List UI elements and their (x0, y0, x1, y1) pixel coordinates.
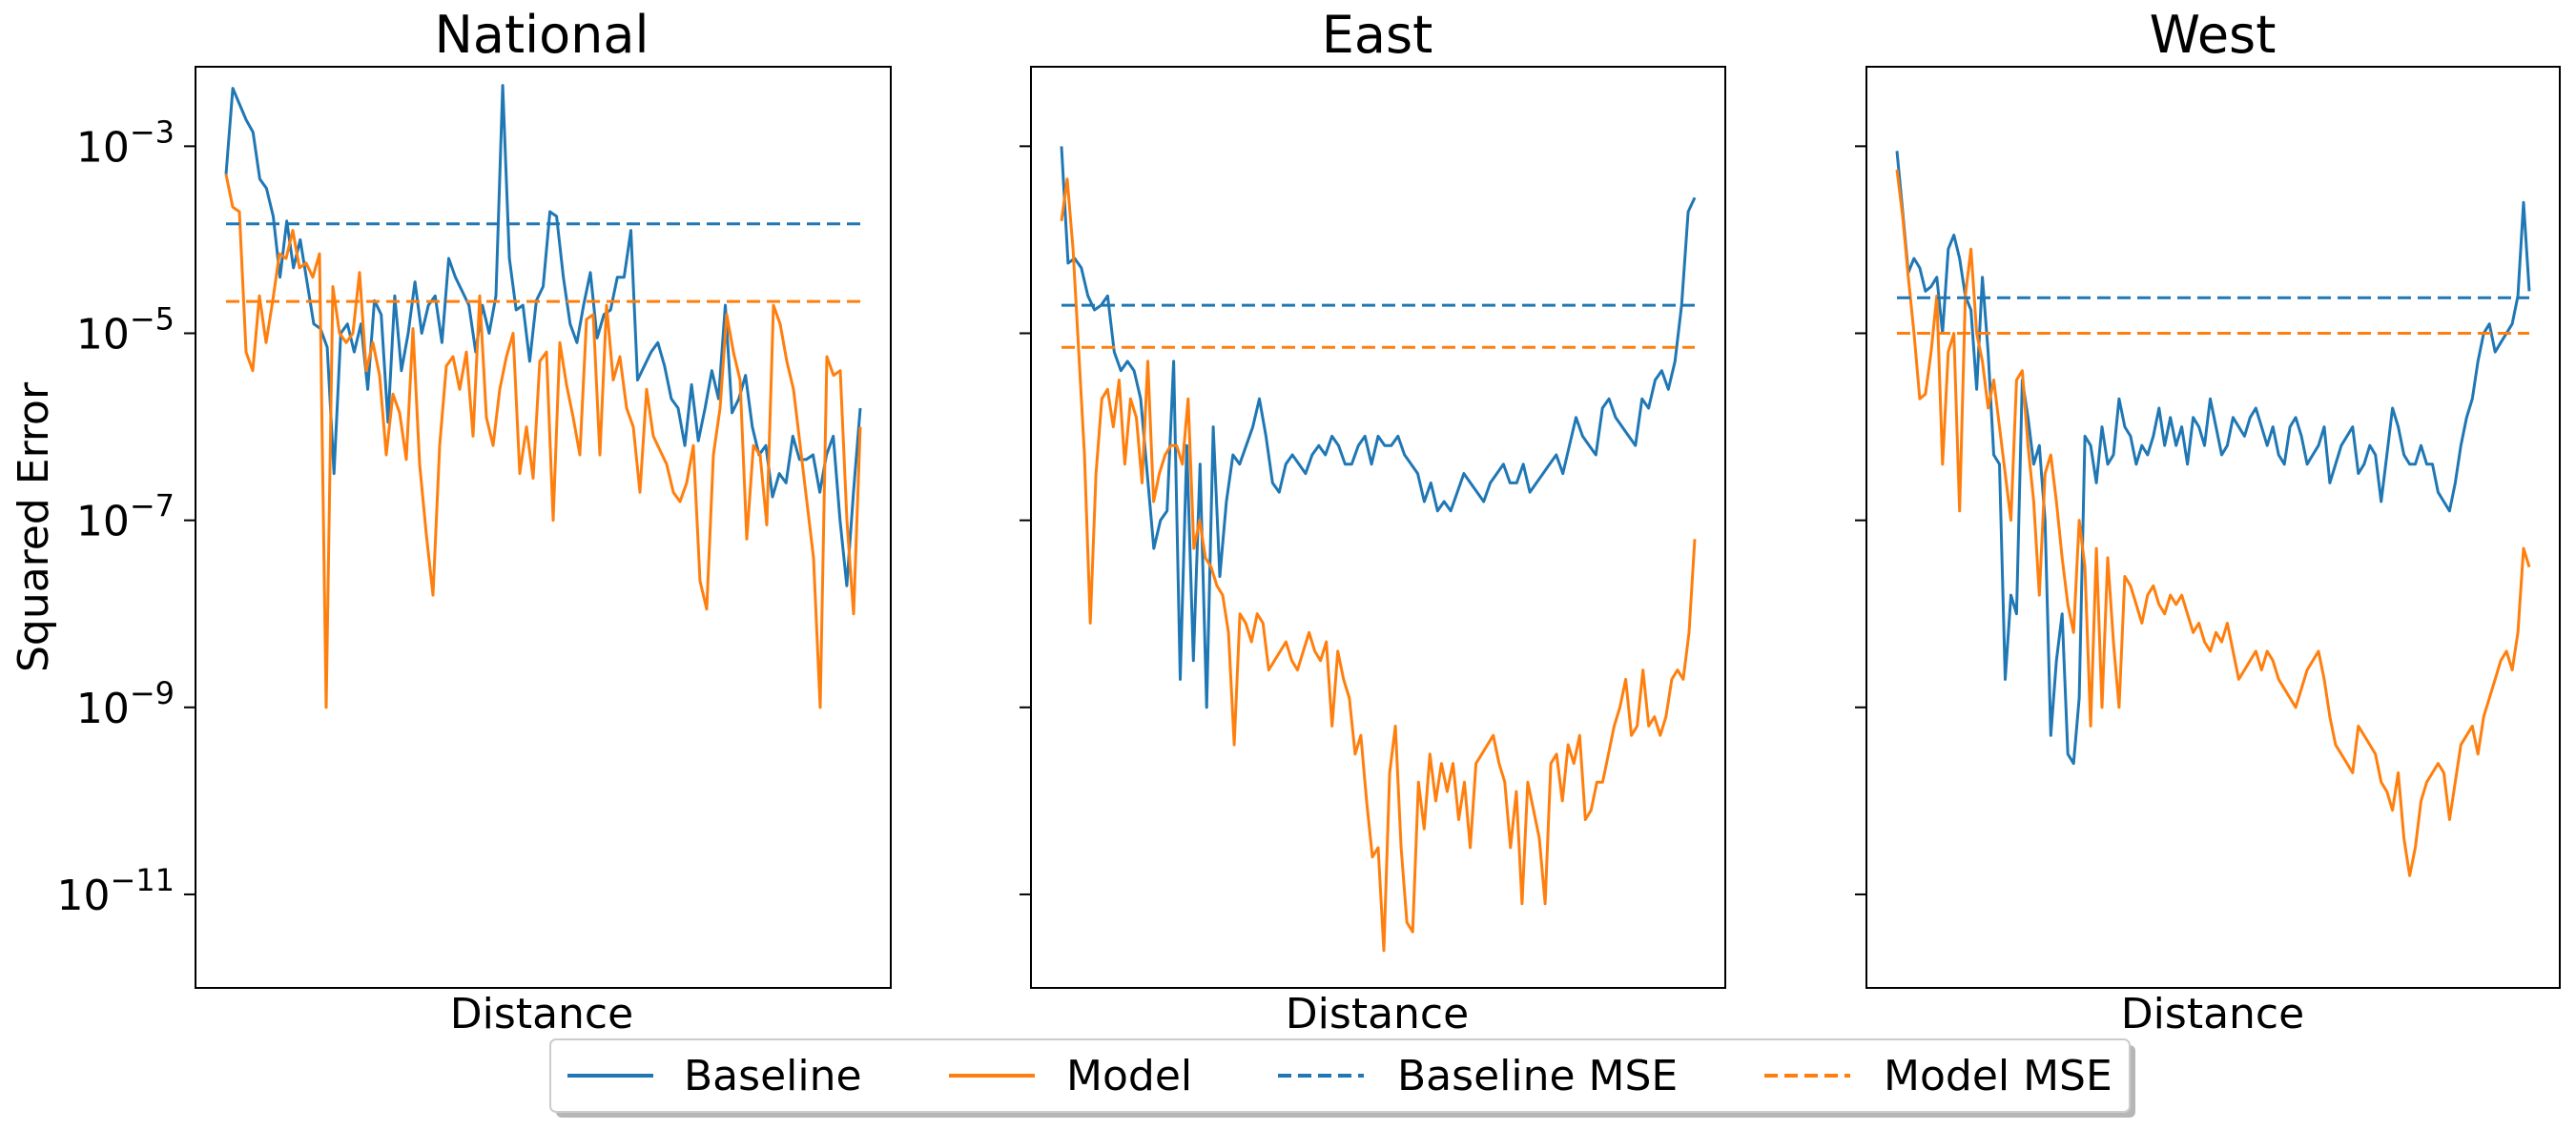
plot-frame-east (1030, 66, 1726, 989)
legend-label-model-mse: Model MSE (1884, 1052, 2112, 1100)
legend-entry-model: Model (949, 1052, 1192, 1100)
y-tick-label: 10−7 (76, 488, 175, 546)
series-line-model-national (224, 174, 862, 709)
panel-east: East Distance (1020, 5, 1726, 1038)
legend: Baseline Model Baseline MSE Model MSE (549, 1038, 2135, 1118)
legend-label-baseline-mse: Baseline MSE (1397, 1052, 1678, 1100)
y-ticks-east (1020, 145, 1031, 895)
y-ticks-national: 10−3 10−5 10−7 10−9 10−11 (56, 113, 196, 920)
series-line-model-west (1895, 169, 2531, 877)
y-tick-label: 10−5 (76, 301, 175, 360)
x-axis-label-east: Distance (1286, 990, 1469, 1038)
x-axis-label-west: Distance (2121, 990, 2304, 1038)
legend-label-baseline: Baseline (684, 1052, 862, 1100)
plot-frame-national (195, 66, 892, 989)
panel-title-west: West (2150, 5, 2277, 65)
legend-label-model: Model (1066, 1052, 1192, 1100)
legend-entry-baseline-mse: Baseline MSE (1278, 1052, 1678, 1100)
y-ticks-west (1855, 145, 1866, 895)
panel-title-national: National (434, 5, 649, 65)
y-tick-label: 10−11 (56, 862, 175, 920)
x-axis-label-national: Distance (450, 990, 633, 1038)
series-line-model-east (1060, 177, 1697, 953)
y-tick-label: 10−9 (76, 675, 175, 733)
series-line-baseline-west (1895, 151, 2531, 766)
legend-entry-baseline: Baseline (567, 1052, 862, 1100)
panel-west: West Distance (1855, 5, 2561, 1038)
panel-title-east: East (1322, 5, 1433, 65)
panel-national: National Distance 10−3 10−5 10−7 10−9 10−11 (56, 5, 892, 1038)
series-line-baseline-east (1060, 146, 1697, 709)
plot-area-west (1895, 151, 2531, 877)
y-tick-label: 10−3 (76, 113, 175, 172)
legend-entry-model-mse: Model MSE (1764, 1052, 2112, 1100)
plot-area-east (1060, 146, 1697, 953)
plot-area-national (224, 84, 862, 709)
plot-frame-west (1865, 66, 2561, 989)
y-axis-label: Squared Error (10, 381, 58, 672)
